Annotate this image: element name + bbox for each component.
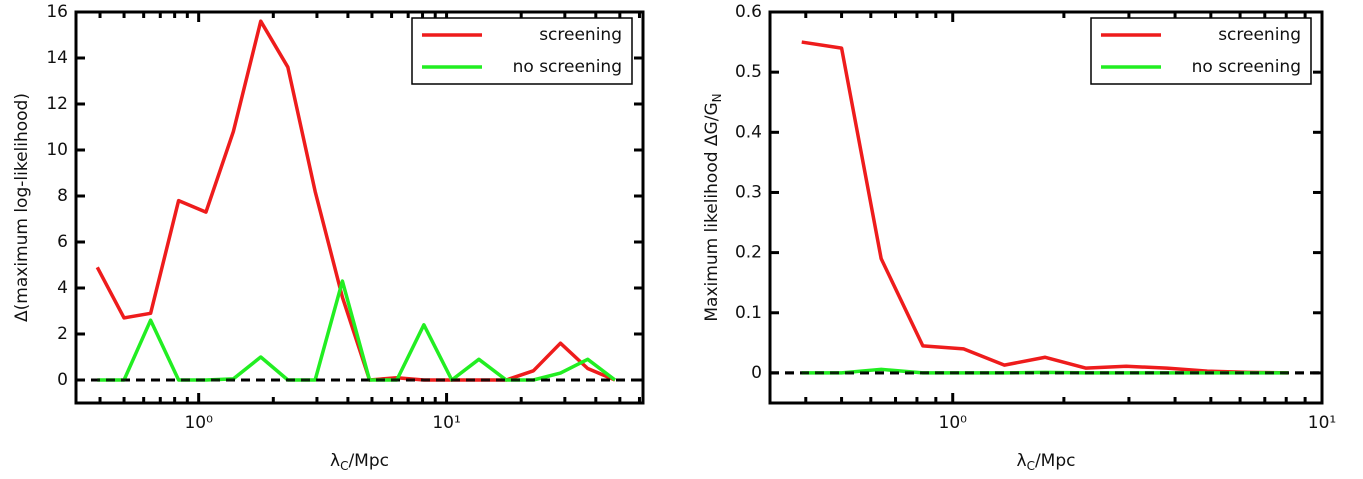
axis-label: λC/Mpc	[1017, 451, 1076, 473]
axis-label-part: Δ(maximum log-likelihood)	[12, 93, 32, 322]
legend-label: screening	[539, 25, 622, 45]
axis-label-subscript: C	[340, 459, 348, 473]
legend-label: no screening	[1192, 57, 1301, 77]
y-tick-label: 4	[57, 278, 68, 298]
axis-label-subscript: N	[710, 93, 724, 102]
legend-box	[411, 17, 633, 85]
legend-box	[1090, 17, 1312, 85]
plot-area	[801, 40, 1289, 375]
axis-label-subscript: C	[1027, 459, 1035, 473]
x-tick-label: 10⁰	[184, 413, 213, 433]
series-line	[801, 40, 1289, 375]
y-tick-label: 10	[46, 140, 68, 160]
y-tick-label: 0	[751, 363, 762, 383]
plot-frame	[74, 10, 645, 405]
axis-label: Maximum likelihood ΔG/GN	[702, 93, 724, 321]
y-tick-label: 8	[57, 186, 68, 206]
y-tick-label: 12	[46, 94, 68, 114]
x-tick-label: 10¹	[432, 413, 460, 433]
y-tick-label: 2	[57, 324, 68, 344]
legend-label: screening	[1218, 25, 1301, 45]
y-tick-label: 0.6	[735, 2, 762, 22]
y-tick-label: 6	[57, 232, 68, 252]
axis-label-part: /Mpc	[1035, 451, 1076, 471]
y-tick-label: 0.4	[735, 122, 762, 142]
y-tick-label: 0.5	[735, 62, 762, 82]
y-tick-label: 0.1	[735, 303, 762, 323]
x-tick-label: 10¹	[1308, 413, 1336, 433]
y-tick-label: 0.3	[735, 182, 762, 202]
y-tick-label: 0.2	[735, 243, 762, 263]
y-tick-label: 16	[46, 2, 68, 22]
legend-label: no screening	[513, 57, 622, 77]
axis-label: λC/Mpc	[330, 451, 389, 473]
axis-label: Δ(maximum log-likelihood)	[12, 93, 32, 322]
axis-label-part: λ	[330, 451, 340, 471]
axis-label-part: λ	[1017, 451, 1027, 471]
series-line	[95, 19, 616, 382]
axis-label-part: Maximum likelihood ΔG/G	[702, 102, 722, 321]
plot-frame	[768, 10, 1324, 405]
x-tick-label: 10⁰	[939, 413, 968, 433]
y-tick-label: 14	[46, 48, 68, 68]
y-tick-label: 0	[57, 370, 68, 390]
axis-label-part: /Mpc	[348, 451, 389, 471]
